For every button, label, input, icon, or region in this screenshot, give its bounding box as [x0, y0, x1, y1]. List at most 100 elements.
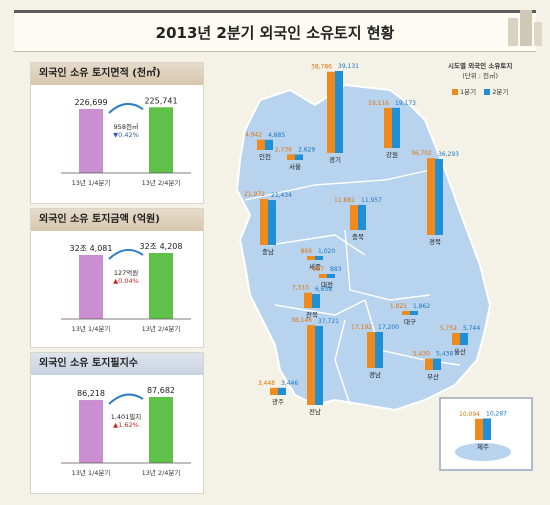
bar-q1-부산	[425, 358, 433, 370]
mini-change-percent: ▲0.04%	[113, 277, 139, 285]
mini-q2-label: 13년 2/4분기	[142, 324, 181, 333]
mini-bar-q2	[149, 107, 173, 173]
mini-bar-q1	[79, 255, 103, 319]
page-title: 2013년 2분기 외국인 소유토지 현황	[14, 10, 536, 52]
region-name-대구: 대구	[404, 318, 416, 326]
bar-q2-전북	[312, 294, 320, 308]
label-q1-울산: 5,752	[440, 325, 457, 332]
mini-change-amount: 958천㎡	[114, 122, 139, 131]
label-q1-제주: 10,094	[459, 411, 480, 418]
page-title-text: 2013년 2분기 외국인 소유토지 현황	[155, 23, 395, 42]
legend-q2-swatch	[484, 89, 491, 95]
label-q1-세종: 869	[301, 248, 313, 255]
value-mini-chart: 32조 4,081 32조 4,208 13년 1/4분기 13년 2/4분기 127억…	[61, 242, 191, 333]
mini-q1-label: 13년 1/4분기	[72, 468, 111, 477]
bar-q1-광주	[270, 387, 278, 395]
mini-q1-value: 32조 4,081	[70, 244, 113, 253]
panel-parcels-title: 외국인 소유 토지필지수	[31, 353, 203, 375]
label-q1-대구: 1,821	[390, 303, 407, 310]
panel-area: 외국인 소유 토지면적 (천㎡) 226,699 225,741 13년 1/4분기…	[30, 62, 204, 204]
bar-q2-강원	[392, 107, 400, 148]
label-q1-서울: 2,736	[275, 146, 292, 153]
bar-q2-대구	[410, 311, 418, 315]
jeju-island-shape	[455, 443, 511, 461]
panel-area-title: 외국인 소유 토지면적 (천㎡)	[31, 63, 203, 85]
bar-q1-충남	[260, 198, 268, 245]
mini-change-amount: 1,401필지	[111, 412, 142, 421]
bar-q2-제주	[483, 418, 491, 440]
label-q1-경남: 17,192	[351, 324, 372, 331]
bar-q1-인천	[257, 139, 265, 150]
mini-bar-q2	[149, 253, 173, 319]
region-name-경북: 경북	[429, 237, 441, 246]
bar-q2-서울	[295, 154, 303, 160]
bar-q2-인천	[265, 139, 273, 150]
bar-q2-전남	[315, 325, 323, 405]
bar-q1-제주	[475, 418, 483, 440]
bar-q1-경남	[367, 331, 375, 368]
bar-q1-대구	[402, 311, 410, 315]
bar-q1-전남	[307, 325, 315, 405]
mini-q2-value: 87,682	[147, 386, 175, 395]
label-q1-충북: 11,881	[334, 197, 355, 204]
bar-q2-울산	[460, 332, 468, 345]
label-q2-서울: 2,629	[298, 146, 315, 153]
label-q2-울산: 5,744	[463, 325, 480, 332]
label-q2-대전: 883	[330, 266, 342, 273]
label-q2-대구: 1,862	[413, 303, 430, 310]
bar-q2-부산	[433, 358, 441, 370]
mini-bar-q1	[79, 108, 103, 173]
region-name-충남: 충남	[262, 247, 274, 256]
mini-change-arrow	[108, 393, 144, 405]
mini-change-arrow	[108, 248, 144, 260]
bar-q1-충북	[350, 205, 358, 230]
bar-q1-세종	[307, 256, 315, 260]
bar-q2-경남	[375, 331, 383, 368]
panel-value: 외국인 소유 토지금액 (억원) 32조 4,081 32조 4,208 13년 1…	[30, 208, 204, 348]
label-q2-강원: 19,173	[395, 100, 416, 107]
label-q2-경북: 36,293	[438, 151, 459, 158]
label-q1-경기: 38,786	[311, 64, 332, 71]
label-q1-경북: 36,702	[411, 150, 432, 157]
bar-q1-강원	[384, 107, 392, 148]
mini-change-percent: ▼0.42%	[113, 131, 139, 139]
mini-change-percent: ▲1.62%	[113, 421, 139, 429]
label-q2-제주: 10,287	[486, 410, 507, 417]
region-name-부산: 부산	[427, 372, 439, 381]
label-q2-세종: 1,020	[318, 248, 335, 255]
label-q1-인천: 4,942	[245, 132, 262, 139]
bar-q2-광주	[278, 387, 286, 395]
label-q1-강원: 19,116	[368, 100, 389, 107]
mini-q1-value: 226,699	[74, 98, 107, 107]
label-q1-전남: 38,146	[291, 317, 312, 324]
label-q1-충남: 21,972	[244, 191, 265, 198]
bar-q1-대전	[319, 274, 327, 278]
label-q2-충북: 11,957	[361, 197, 382, 204]
region-name-제주: 제주	[477, 443, 489, 451]
bar-q2-충남	[268, 200, 276, 245]
mini-q2-label: 13년 2/4분기	[142, 178, 181, 187]
region-name-인천: 인천	[259, 152, 271, 161]
bar-q2-경북	[435, 158, 443, 235]
legend-unit: (단위 : 천㎡)	[462, 72, 499, 80]
bar-q2-세종	[315, 256, 323, 260]
region-name-대전: 대전	[321, 280, 333, 289]
region-name-서울: 서울	[289, 162, 301, 171]
area-mini-chart: 226,699 225,741 13년 1/4분기 13년 2/4분기 958천㎡▼0.…	[61, 96, 191, 187]
label-q2-광주: 3,446	[281, 380, 298, 387]
mini-bar-q2	[149, 397, 173, 463]
mini-q2-label: 13년 2/4분기	[142, 468, 181, 477]
bar-q1-울산	[452, 332, 460, 345]
parcels-mini-chart: 86,218 87,682 13년 1/4분기 13년 2/4분기 1,401필지▲1.…	[61, 386, 191, 477]
region-name-광주: 광주	[272, 398, 284, 406]
province-borders	[244, 169, 461, 406]
label-q1-광주: 3,448	[258, 380, 275, 387]
mini-q1-value: 86,218	[77, 389, 105, 398]
bar-q1-경북	[427, 158, 435, 235]
region-name-세종: 세종	[309, 262, 321, 271]
mini-q1-label: 13년 1/4분기	[72, 324, 111, 333]
bar-q2-경기	[335, 71, 343, 153]
region-name-강원: 강원	[386, 150, 398, 159]
korea-map-svg: 4,942 4,885 인천 2,736 2,629 서울 38,786 39,131 경기 19…	[235, 63, 533, 471]
region-name-울산: 울산	[454, 347, 466, 356]
